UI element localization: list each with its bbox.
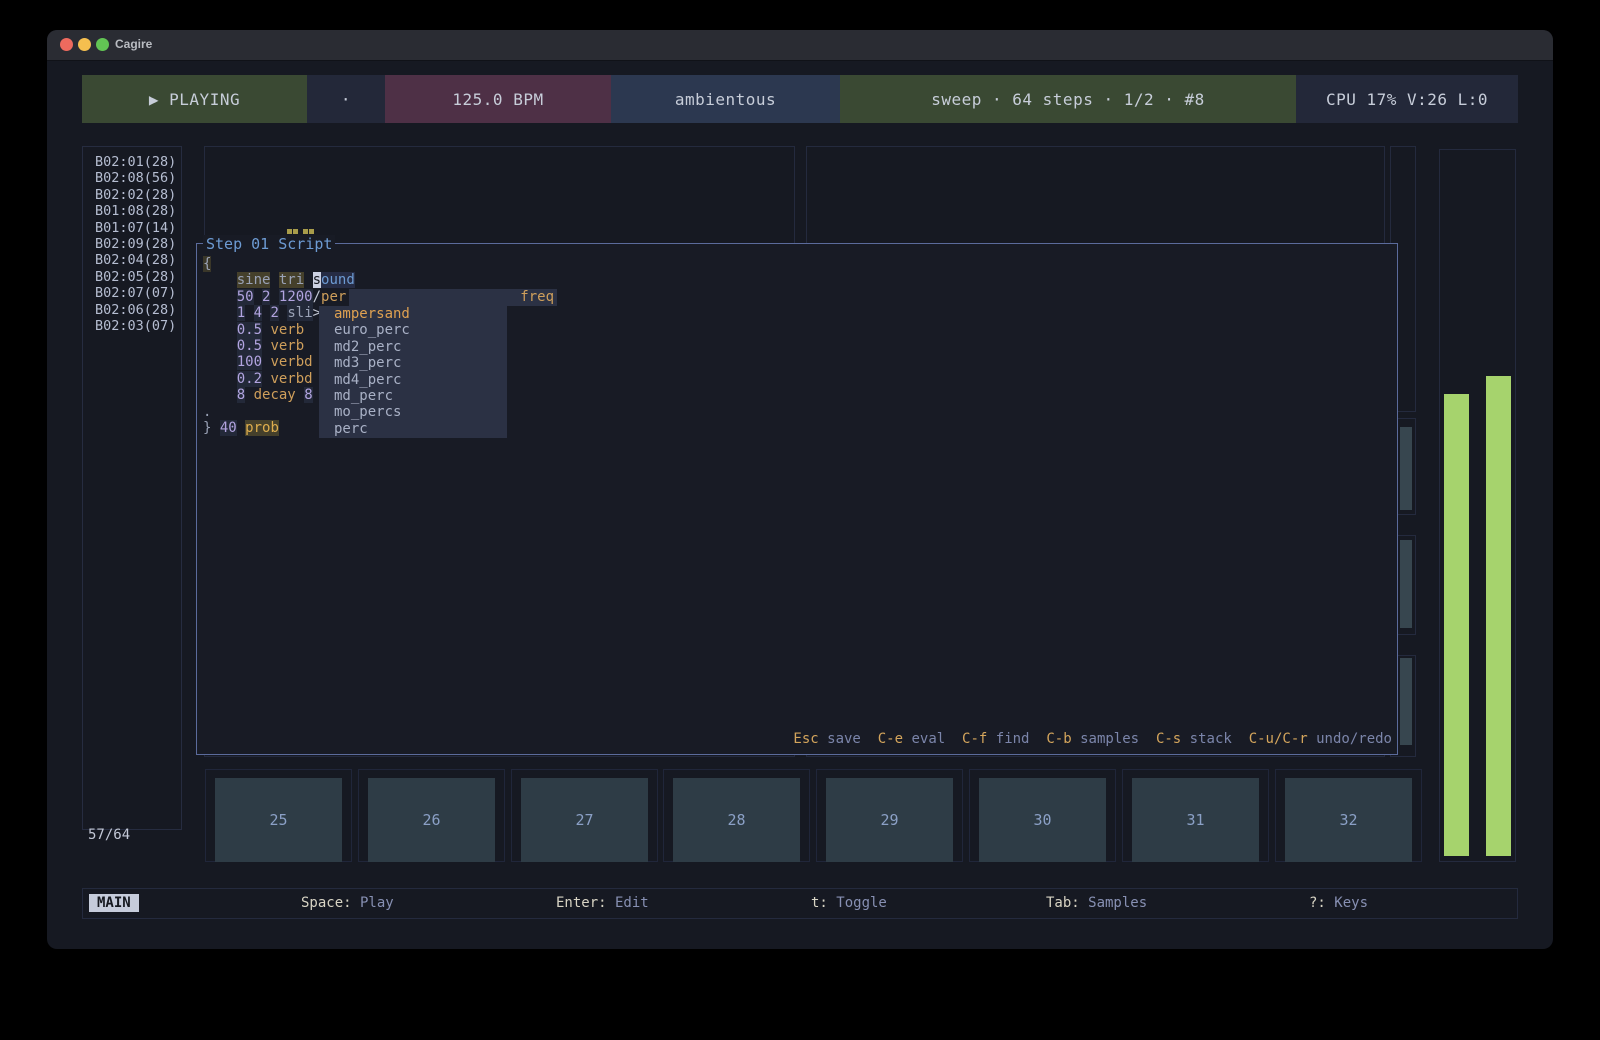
autocomplete-item[interactable]: mo_percs — [334, 404, 402, 421]
code-line: 8 decay 8 — [236, 387, 313, 404]
pattern-list-item[interactable]: B02:09(28) — [95, 236, 177, 252]
autocomplete-item[interactable]: md4_perc — [334, 371, 402, 388]
autocomplete-item[interactable]: md3_perc — [334, 355, 402, 372]
minimize-button[interactable] — [78, 38, 91, 51]
statusbar-hint: Tab: Samples — [1046, 895, 1148, 911]
pattern-list-item[interactable]: B02:05(28) — [95, 268, 177, 285]
code-line: . — [203, 403, 212, 420]
step-cell-26[interactable]: 26 — [368, 778, 495, 862]
mini-meter — [1400, 658, 1412, 745]
code-line: 50 2 1200/per — [236, 288, 347, 305]
close-button[interactable] — [60, 38, 73, 51]
step-cell-31[interactable]: 31 — [1132, 778, 1259, 862]
hotkey-key: C-b — [1046, 731, 1072, 747]
hotkey-key: C-u/C-r — [1248, 731, 1308, 747]
pattern-list-item[interactable]: B02:03(07) — [95, 318, 177, 334]
pattern-list-item[interactable]: B01:08(28) — [95, 203, 177, 220]
code-line: sine tri sound — [236, 272, 355, 289]
step-cell-28[interactable]: 28 — [673, 778, 800, 862]
titlebar[interactable]: Cagire — [47, 30, 1553, 61]
level-meter-left — [1444, 394, 1469, 856]
pattern-list-item[interactable]: B02:07(07) — [95, 285, 177, 302]
step-cell-29[interactable]: 29 — [826, 778, 953, 862]
hotkey-key: C-e — [877, 731, 904, 747]
level-meter-right — [1486, 376, 1511, 856]
code-line: 1 4 2 sli> — [236, 305, 322, 322]
statusbar-hint: Enter: Edit — [556, 895, 649, 911]
step-cell-25[interactable]: 25 — [215, 778, 342, 862]
window-title: Cagire — [115, 37, 153, 51]
pattern-list-item[interactable]: B02:04(28) — [95, 252, 177, 269]
autocomplete-item[interactable]: md_perc — [334, 388, 394, 404]
pattern-list-item[interactable]: B02:01(28) — [95, 154, 177, 170]
statusbar-hint: Space: Play — [301, 895, 394, 911]
code-line: 100 verbd — [236, 354, 313, 371]
step-counter: 57/64 — [88, 827, 131, 843]
code-line: 0.5 verb — [236, 321, 305, 338]
autocomplete-item[interactable]: perc — [334, 420, 368, 437]
topbar-segment-separator: · — [307, 75, 385, 123]
topbar-segment-scene: ambientous — [611, 75, 840, 123]
maximize-button[interactable] — [96, 38, 109, 51]
mode-badge: MAIN — [89, 894, 139, 912]
mini-meter — [1400, 540, 1412, 628]
code-line: } 40 prob — [203, 420, 279, 436]
hotkey-key: C-f — [962, 731, 988, 747]
pattern-list-item[interactable]: B02:08(56) — [95, 170, 177, 187]
transport-bar: ▶ PLAYING · 125.0 BPM ambientous sweep · 64 … — [82, 75, 1518, 123]
topbar-segment-stats: CPU 17% V:26 L:0 — [1296, 75, 1518, 123]
script-editor[interactable]: Step 01 Script { sine tri sound 50 2 120… — [196, 235, 1398, 755]
topbar-segment-transport[interactable]: ▶ PLAYING — [82, 75, 307, 123]
autocomplete-popup[interactable]: ampersand euro_perc md2_perc md3_perc md4_pe… — [319, 306, 507, 438]
statusbar-hint: ?: Keys — [1309, 895, 1369, 911]
pattern-list-item[interactable]: B01:07(14) — [95, 219, 177, 236]
step-cell-30[interactable]: 30 — [979, 778, 1106, 862]
autocomplete-item[interactable]: md2_perc — [334, 338, 402, 355]
pattern-list[interactable]: B02:01(28) B02:08(56) B02:02(28) B01:08(28)… — [82, 146, 182, 830]
pattern-list-item[interactable]: B02:06(28) — [95, 301, 177, 318]
hotkey-label: eval — [903, 731, 963, 747]
hotkey-label: undo/redo — [1307, 731, 1392, 747]
step-cell-27[interactable]: 27 — [521, 778, 648, 862]
topbar-segment-pattern-info: sweep · 64 steps · 1/2 · #8 — [840, 75, 1296, 123]
editor-hotkey-bar: Esc save C-e eval C-f find C-b samples C… — [793, 731, 1392, 747]
hotkey-label: save — [818, 731, 878, 747]
app-window: Cagire ▶ PLAYING · 125.0 BPM ambientous swee… — [47, 30, 1553, 949]
mini-meter — [1400, 427, 1412, 510]
hotkey-key: C-s — [1155, 731, 1182, 747]
autocomplete-item[interactable]: ampersand — [334, 306, 410, 322]
hotkey-key: Esc — [793, 731, 819, 747]
hotkey-label: stack — [1181, 731, 1249, 747]
autocomplete-item[interactable]: euro_perc — [334, 322, 410, 339]
hotkey-label: samples — [1071, 731, 1156, 747]
editor-title: Step 01 Script — [203, 235, 336, 253]
playhead-dots — [287, 229, 317, 235]
pattern-list-item[interactable]: B02:02(28) — [95, 186, 177, 203]
statusbar-hint: t: Toggle — [811, 895, 887, 911]
hotkey-label: find — [987, 731, 1047, 747]
signature-hint: freq — [349, 289, 557, 306]
level-meter-panel — [1439, 149, 1516, 862]
code-line: { — [203, 256, 212, 272]
topbar-segment-bpm: 125.0 BPM — [385, 75, 611, 123]
step-cell-32[interactable]: 32 — [1285, 778, 1412, 862]
code-line: 0.2 verbd — [236, 370, 313, 387]
code-line: 0.5 verb — [236, 338, 305, 354]
status-bar: MAIN Space: Play Enter: Edit t: Toggle Tab:… — [82, 888, 1518, 919]
